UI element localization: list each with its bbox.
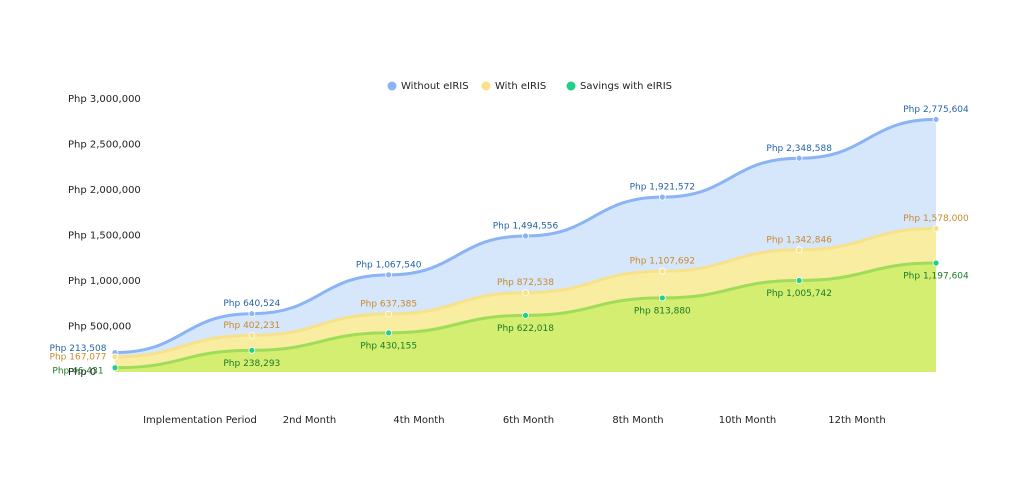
point bbox=[248, 310, 256, 318]
point bbox=[932, 116, 940, 123]
y-tick-label: Php 1,000,000 bbox=[68, 276, 141, 287]
point bbox=[385, 329, 393, 337]
data-label: Php 1,494,556 bbox=[493, 221, 559, 231]
point bbox=[111, 364, 119, 372]
point bbox=[658, 294, 666, 302]
data-label: Php 1,005,742 bbox=[766, 289, 832, 299]
point bbox=[658, 267, 666, 275]
x-tick-label: 4th Month bbox=[393, 415, 444, 426]
point bbox=[658, 193, 666, 201]
x-tick-label: 8th Month bbox=[612, 415, 663, 426]
y-tick-label: Php 2,500,000 bbox=[68, 140, 141, 151]
x-tick-label: 12th Month bbox=[828, 415, 886, 426]
x-tick-label: 2nd Month bbox=[283, 415, 337, 426]
data-label: Php 872,538 bbox=[497, 278, 554, 288]
y-tick-label: Php 3,000,000 bbox=[68, 94, 141, 105]
x-tick-label: Implementation Period bbox=[143, 415, 257, 426]
point bbox=[932, 225, 940, 232]
data-label: Php 622,018 bbox=[497, 324, 554, 334]
legend-marker bbox=[566, 81, 576, 91]
point bbox=[522, 232, 529, 240]
point bbox=[385, 310, 393, 318]
point bbox=[111, 353, 119, 361]
legend-label: With eIRIS bbox=[495, 81, 546, 92]
data-label: Php 640,524 bbox=[223, 299, 280, 309]
data-label: Php 2,775,604 bbox=[903, 105, 969, 115]
y-tick-label: Php 500,000 bbox=[68, 322, 131, 333]
data-label: Php 1,067,540 bbox=[356, 260, 422, 270]
y-tick-label: Php 2,000,000 bbox=[68, 185, 141, 196]
legend-label: Savings with eIRIS bbox=[580, 81, 672, 92]
data-label: Php 1,197,604 bbox=[903, 272, 969, 282]
legend-label: Without eIRIS bbox=[401, 81, 469, 92]
data-label: Php 46,431 bbox=[52, 366, 103, 376]
point bbox=[522, 311, 529, 319]
y-tick-label: Php 1,500,000 bbox=[68, 231, 141, 242]
data-label: Php 238,293 bbox=[223, 359, 280, 369]
x-tick-label: 10th Month bbox=[719, 415, 777, 426]
y-tick-label: Php 0 bbox=[68, 367, 96, 378]
legend-marker bbox=[481, 81, 491, 91]
data-label: Php 430,155 bbox=[360, 341, 417, 351]
data-label: Php 813,880 bbox=[634, 306, 691, 316]
data-label: Php 637,385 bbox=[360, 299, 417, 309]
data-label: Php 213,508 bbox=[50, 344, 107, 354]
point bbox=[795, 246, 803, 254]
legend-marker bbox=[387, 81, 397, 91]
point bbox=[248, 331, 256, 339]
data-label: Php 1,578,000 bbox=[903, 214, 969, 224]
data-label: Php 1,921,572 bbox=[630, 183, 696, 193]
point bbox=[795, 277, 803, 284]
data-label: Php 402,231 bbox=[223, 321, 280, 331]
point bbox=[248, 346, 256, 354]
x-tick-label: 6th Month bbox=[503, 415, 554, 426]
data-label: Php 1,107,692 bbox=[630, 257, 696, 267]
point bbox=[932, 259, 940, 267]
point bbox=[385, 271, 393, 279]
point bbox=[522, 289, 529, 296]
point bbox=[795, 154, 803, 162]
data-label: Php 2,348,588 bbox=[766, 144, 832, 154]
data-label: Php 167,077 bbox=[50, 352, 107, 362]
data-label: Php 1,342,846 bbox=[766, 235, 832, 245]
